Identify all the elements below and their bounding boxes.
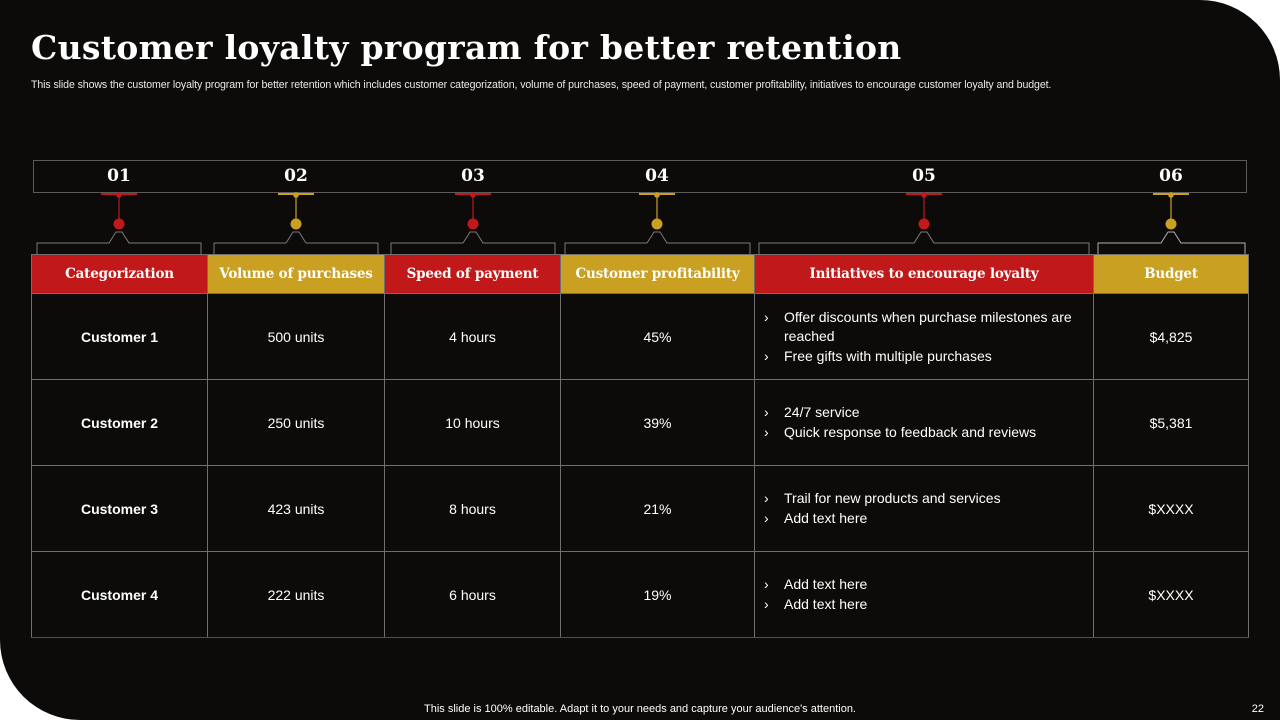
header-profitability: Customer profitability bbox=[560, 254, 755, 294]
table-row: Customer 4 222 units 6 hours 19% Add tex… bbox=[31, 551, 1249, 638]
volume-cell: 500 units bbox=[207, 293, 385, 380]
header-speed: Speed of payment bbox=[384, 254, 561, 294]
initiative-item: Free gifts with multiple purchases bbox=[764, 347, 1083, 366]
header-budget: Budget bbox=[1093, 254, 1249, 294]
initiatives-cell: Offer discounts when purchase milestones… bbox=[754, 293, 1094, 380]
customer-cell: Customer 2 bbox=[31, 379, 208, 466]
initiative-item: Trail for new products and services bbox=[764, 489, 1083, 508]
step-number-05: 05 bbox=[912, 166, 936, 186]
table-row: Customer 2 250 units 10 hours 39% 24/7 s… bbox=[31, 379, 1249, 466]
profit-cell: 21% bbox=[560, 465, 755, 552]
speed-cell: 10 hours bbox=[384, 379, 561, 466]
initiatives-cell: Add text here Add text here bbox=[754, 551, 1094, 638]
slide-subtitle: This slide shows the customer loyalty pr… bbox=[31, 79, 1052, 91]
connector-col-6 bbox=[1097, 192, 1246, 254]
initiatives-cell: 24/7 service Quick response to feedback … bbox=[754, 379, 1094, 466]
customer-cell: Customer 4 bbox=[31, 551, 208, 638]
profit-cell: 39% bbox=[560, 379, 755, 466]
table-row: Customer 3 423 units 8 hours 21% Trail f… bbox=[31, 465, 1249, 552]
connector-col-3 bbox=[390, 192, 556, 254]
budget-cell: $XXXX bbox=[1093, 465, 1249, 552]
connector-col-4 bbox=[564, 192, 751, 254]
customer-cell: Customer 1 bbox=[31, 293, 208, 380]
step-number-04: 04 bbox=[645, 166, 669, 186]
speed-cell: 8 hours bbox=[384, 465, 561, 552]
table-header-row: Categorization Volume of purchases Speed… bbox=[31, 254, 1249, 294]
volume-cell: 423 units bbox=[207, 465, 385, 552]
footer-text: This slide is 100% editable. Adapt it to… bbox=[424, 703, 856, 715]
step-number-03: 03 bbox=[461, 166, 485, 186]
budget-cell: $4,825 bbox=[1093, 293, 1249, 380]
profit-cell: 45% bbox=[560, 293, 755, 380]
speed-cell: 4 hours bbox=[384, 293, 561, 380]
initiative-item: Quick response to feedback and reviews bbox=[764, 423, 1083, 442]
header-volume: Volume of purchases bbox=[207, 254, 385, 294]
step-number-01: 01 bbox=[107, 166, 131, 186]
table-row: Customer 1 500 units 4 hours 45% Offer d… bbox=[31, 293, 1249, 380]
page-title: Customer loyalty program for better rete… bbox=[31, 28, 902, 67]
header-categorization: Categorization bbox=[31, 254, 208, 294]
number-bar bbox=[33, 160, 1247, 193]
step-number-06: 06 bbox=[1159, 166, 1183, 186]
customer-cell: Customer 3 bbox=[31, 465, 208, 552]
connector-graphics bbox=[36, 192, 1246, 254]
initiative-item: Add text here bbox=[764, 595, 1083, 614]
initiative-item: Offer discounts when purchase milestones… bbox=[764, 308, 1083, 346]
initiative-item: 24/7 service bbox=[764, 403, 1083, 422]
initiative-item: Add text here bbox=[764, 575, 1083, 594]
loyalty-table: Categorization Volume of purchases Speed… bbox=[31, 254, 1249, 638]
volume-cell: 250 units bbox=[207, 379, 385, 466]
page-number: 22 bbox=[1251, 703, 1264, 715]
speed-cell: 6 hours bbox=[384, 551, 561, 638]
initiatives-cell: Trail for new products and services Add … bbox=[754, 465, 1094, 552]
connector-col-1 bbox=[36, 192, 202, 254]
header-initiatives: Initiatives to encourage loyalty bbox=[754, 254, 1094, 294]
profit-cell: 19% bbox=[560, 551, 755, 638]
initiative-item: Add text here bbox=[764, 509, 1083, 528]
budget-cell: $XXXX bbox=[1093, 551, 1249, 638]
step-number-02: 02 bbox=[284, 166, 308, 186]
volume-cell: 222 units bbox=[207, 551, 385, 638]
connector-col-5 bbox=[758, 192, 1090, 254]
connector-col-2 bbox=[213, 192, 379, 254]
budget-cell: $5,381 bbox=[1093, 379, 1249, 466]
